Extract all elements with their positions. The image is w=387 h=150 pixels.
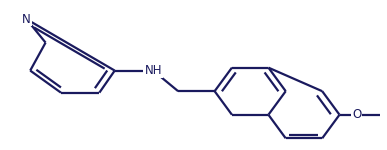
Text: O: O [352,108,361,121]
Text: N: N [22,13,31,26]
Text: NH: NH [144,64,162,77]
